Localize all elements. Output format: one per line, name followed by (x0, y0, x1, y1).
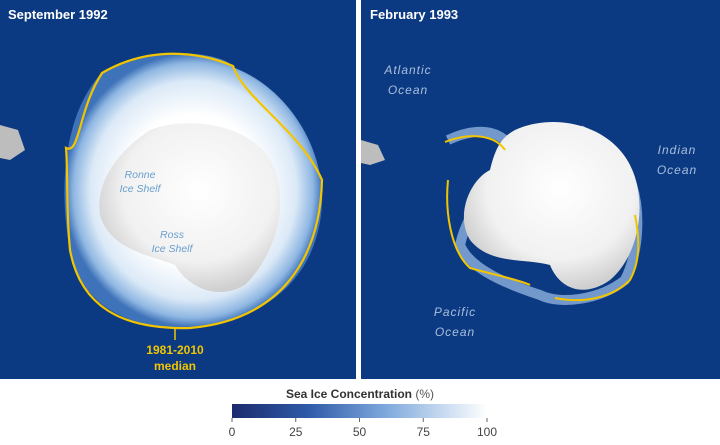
median-outline (64, 52, 324, 330)
tick-label: 0 (229, 425, 236, 439)
label: Atlantic Ocean (383, 63, 431, 97)
panel-right: February 1993 Atlantic Ocean Indian Ocean … (361, 0, 720, 379)
tick-label: 75 (417, 425, 431, 439)
median-outline (444, 135, 640, 302)
label: Pacific Ocean (434, 305, 476, 339)
annotation: 1981-2010 median (146, 343, 204, 373)
landmass (361, 140, 385, 165)
panel-left: September 1992 Ronne Ice Shelf Ross Ice Sh… (0, 0, 356, 379)
label: Ross Ice Shelf (152, 229, 194, 255)
panel-title: February 1993 (370, 7, 458, 22)
colorbar (232, 404, 487, 418)
tick-label: 25 (289, 425, 303, 439)
colorbar-title: Sea Ice Concentration (%) (286, 387, 434, 401)
panel-title: September 1992 (8, 7, 108, 22)
antarctica (99, 123, 281, 293)
antarctica (463, 122, 640, 290)
tick-label: 50 (353, 425, 367, 439)
label: Indian Ocean (657, 143, 697, 177)
tick-label: 100 (477, 425, 497, 439)
landmass (0, 125, 25, 160)
label: Ronne Ice Shelf (120, 169, 162, 195)
